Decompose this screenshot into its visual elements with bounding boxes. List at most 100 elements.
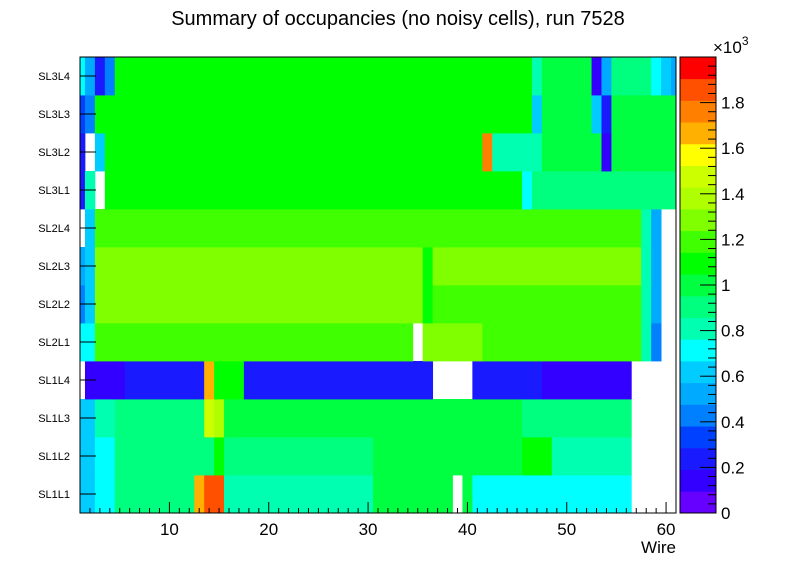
cell-sl3l4-9 [611, 57, 652, 96]
cell-sl2l3-6 [651, 247, 662, 286]
cell-sl3l4-6 [541, 57, 592, 96]
y-tick-label-sl1l2: SL1L2 [38, 451, 70, 463]
colorbar-tick-label-7: 1.4 [721, 185, 745, 204]
colorbar-bin-9 [680, 295, 716, 318]
cell-sl1l4-3 [204, 361, 215, 400]
cell-sl3l3-7 [611, 95, 677, 134]
colorbar-multiplier: ×103 [713, 34, 749, 57]
x-tick-label-50: 50 [557, 520, 576, 539]
cell-sl2l4-3 [641, 209, 652, 248]
cell-sl1l2-2 [114, 437, 215, 476]
x-tick-label-60: 60 [657, 520, 676, 539]
y-tick-label-sl2l1: SL2L1 [38, 337, 70, 349]
cell-sl2l1-1 [94, 323, 414, 362]
cell-sl1l1-7 [373, 475, 453, 514]
cell-sl1l3-4 [214, 399, 225, 438]
y-tick-label-sl1l4: SL1L4 [38, 375, 70, 387]
cell-sl3l3-3 [531, 95, 543, 134]
cell-sl1l1-6 [224, 475, 374, 514]
cell-sl1l4-2 [124, 361, 205, 400]
y-tick-label-sl2l2: SL2L2 [38, 299, 70, 311]
colorbar-tick-label-9: 1.8 [721, 94, 745, 113]
colorbar-bin-5 [680, 382, 716, 405]
cell-sl3l4-11 [661, 57, 672, 96]
cell-sl2l2-5 [641, 285, 652, 324]
cell-sl1l3-5 [224, 399, 374, 438]
x-tick-label-30: 30 [359, 520, 378, 539]
colorbar: 0 0.2 0.4 0.6 0.8 1 1.2 1.4 1.6 1.8 [679, 56, 745, 523]
cell-sl3l1-4 [522, 171, 533, 210]
cell-sl1l4-5 [243, 361, 434, 400]
cell-sl2l1-4 [482, 323, 642, 362]
colorbar-bin-6 [680, 361, 716, 384]
cell-sl3l3-6 [601, 95, 612, 134]
cell-sl1l2-4 [224, 437, 374, 476]
cell-sl1l1-2 [114, 475, 195, 514]
colorbar-bin-10 [680, 274, 716, 297]
x-axis: 10 20 30 40 50 60 [79, 502, 677, 539]
x-tick-label-40: 40 [458, 520, 477, 539]
cell-sl1l2-1 [94, 437, 116, 476]
cell-sl1l1-10 [472, 475, 632, 514]
cell-sl3l3-2 [94, 95, 533, 134]
cell-sl3l3-5 [591, 95, 602, 134]
cell-sl1l3-6 [373, 399, 523, 438]
cell-sl1l4-8 [541, 361, 632, 400]
cell-sl2l3-2 [94, 247, 424, 286]
colorbar-bin-8 [680, 317, 716, 340]
colorbar-tick-label-5: 1 [721, 276, 730, 295]
cell-sl1l1-1 [94, 475, 116, 514]
y-tick-label-sl3l3: SL3L3 [38, 109, 70, 121]
cell-sl3l3-4 [541, 95, 592, 134]
cell-sl1l4-4 [214, 361, 245, 400]
colorbar-bin-13 [680, 209, 716, 232]
cell-sl2l2-4 [432, 285, 642, 324]
chart-title: Summary of occupancies (no noisy cells),… [171, 8, 625, 30]
colorbar-tick-label-6: 1.2 [721, 230, 745, 249]
colorbar-tick-label-2: 0.4 [721, 413, 745, 432]
cell-sl2l3-5 [641, 247, 652, 286]
cell-sl3l1-5 [531, 171, 677, 210]
colorbar-bin-0 [680, 491, 716, 514]
y-tick-label-sl3l2: SL3L2 [38, 147, 70, 159]
cell-sl1l1-5 [214, 475, 225, 514]
y-tick-label-sl1l1: SL1L1 [38, 489, 70, 501]
colorbar-bin-2 [680, 447, 716, 470]
cell-sl1l3-3 [204, 399, 215, 438]
x-tick-label-20: 20 [259, 520, 278, 539]
colorbar-multiplier-base: ×10 [713, 38, 742, 57]
colorbar-bin-20 [680, 57, 716, 80]
y-tick-label-sl2l4: SL2L4 [38, 223, 70, 235]
x-tick-label-10: 10 [160, 520, 179, 539]
y-tick-label-sl1l3: SL1L3 [38, 413, 70, 425]
colorbar-tick-label-0: 0 [721, 504, 730, 523]
cell-sl2l2-2 [94, 285, 424, 324]
cell-sl1l2-6 [522, 437, 553, 476]
colorbar-multiplier-exponent: 3 [742, 34, 749, 48]
cell-sl1l3-2 [114, 399, 205, 438]
cell-sl3l4-10 [651, 57, 662, 96]
cell-sl2l4-2 [94, 209, 642, 248]
colorbar-bin-15 [680, 165, 716, 188]
y-tick-label-sl3l1: SL3L1 [38, 185, 70, 197]
colorbar-bin-3 [680, 426, 716, 449]
cell-sl2l4-4 [651, 209, 662, 248]
cell-sl3l2-4 [482, 133, 493, 172]
cell-sl3l2-3 [104, 133, 483, 172]
cell-sl1l2-3 [214, 437, 225, 476]
colorbar-bin-14 [680, 187, 716, 210]
colorbar-bin-17 [680, 122, 716, 145]
cell-sl2l3-3 [422, 247, 434, 286]
cell-sl3l2-8 [611, 133, 677, 172]
cell-sl2l1-6 [651, 323, 662, 362]
colorbar-bin-4 [680, 404, 716, 427]
cell-sl1l1-4 [204, 475, 215, 514]
cell-sl1l2-7 [551, 437, 632, 476]
cell-sl3l4-3 [104, 57, 116, 96]
colorbar-bin-1 [680, 469, 716, 492]
cell-sl1l2-5 [373, 437, 523, 476]
cell-sl1l1-3 [194, 475, 205, 514]
cell-sl2l1-5 [641, 323, 652, 362]
cell-sl3l4-7 [591, 57, 602, 96]
